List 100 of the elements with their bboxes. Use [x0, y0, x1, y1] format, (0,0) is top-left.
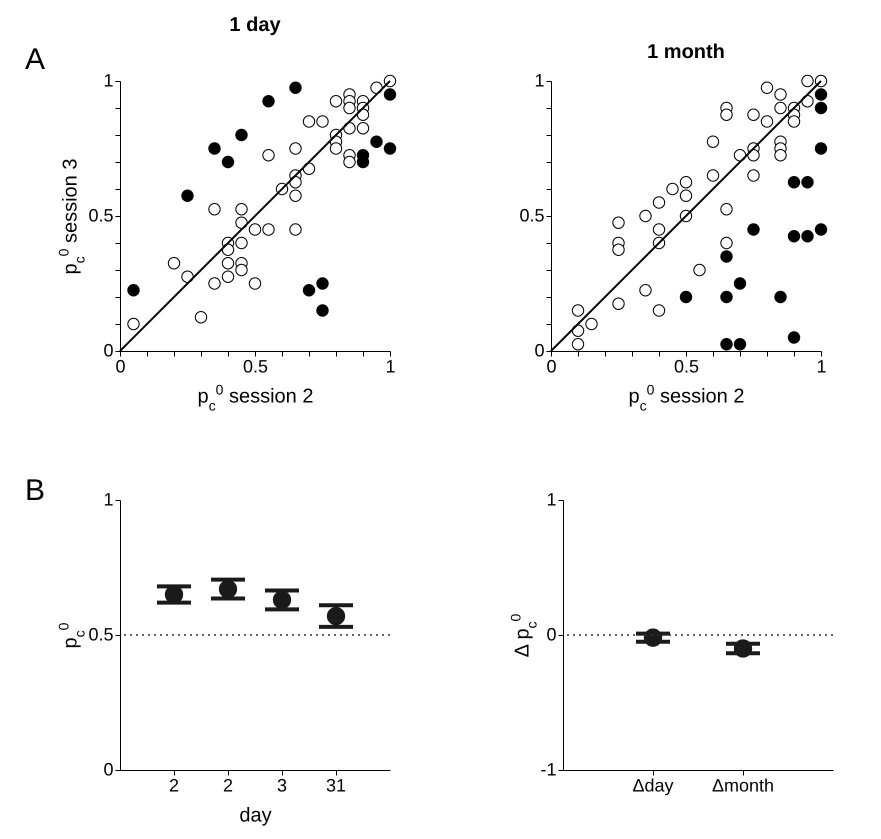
point — [316, 277, 329, 290]
point — [370, 136, 383, 148]
x-tick-label: 0.5 — [242, 356, 268, 376]
y-tick-label: 1 — [103, 490, 114, 510]
point — [572, 304, 584, 317]
y-tick-label: 0.5 — [88, 206, 114, 226]
point — [384, 142, 396, 155]
point — [693, 264, 706, 276]
x-tick-label: Δmonth — [712, 776, 774, 796]
point — [612, 216, 625, 229]
point — [788, 176, 800, 188]
point — [801, 176, 814, 188]
text: A — [25, 43, 46, 76]
point — [720, 108, 733, 121]
point — [208, 142, 221, 155]
point — [289, 223, 302, 236]
point — [734, 277, 746, 290]
point — [330, 95, 342, 108]
point — [356, 122, 370, 134]
y-tick-label: 0.5 — [519, 206, 544, 226]
point — [680, 190, 692, 202]
point — [788, 230, 800, 242]
y-tick-label: 0 — [534, 340, 544, 360]
point — [706, 136, 720, 148]
y-tick-label: 1 — [546, 490, 556, 510]
x-tick-label: 3 — [276, 776, 288, 796]
x-tick-label: 2 — [222, 776, 234, 796]
point — [222, 156, 234, 168]
point — [720, 338, 733, 350]
text: B — [25, 474, 46, 507]
point — [222, 257, 234, 270]
x-tick-label: 1 — [385, 356, 396, 376]
point — [235, 203, 248, 216]
point — [326, 606, 346, 626]
point — [774, 290, 787, 304]
point — [289, 190, 302, 202]
point — [343, 102, 356, 114]
point — [747, 169, 760, 182]
point — [774, 102, 787, 114]
y-tick-label: 1 — [103, 70, 114, 90]
point — [652, 304, 666, 317]
chart-title: 1 day — [229, 14, 282, 36]
x-tick-label: 1 — [816, 356, 827, 376]
point — [181, 190, 194, 202]
y-tick-label: 1 — [534, 70, 544, 90]
point — [801, 74, 814, 88]
point — [127, 284, 140, 296]
point — [289, 142, 302, 155]
point — [801, 230, 814, 242]
point — [235, 128, 248, 142]
point — [248, 277, 262, 290]
point — [302, 115, 316, 128]
point — [760, 115, 774, 128]
point — [262, 95, 275, 108]
point — [720, 236, 733, 250]
point — [760, 82, 774, 94]
point — [639, 284, 652, 296]
x-axis-title: p$_{c}$$^{0}$ session 2 — [628, 382, 744, 414]
point — [168, 257, 180, 270]
point — [218, 580, 238, 598]
point — [127, 318, 140, 330]
point — [706, 169, 720, 182]
point — [612, 244, 625, 256]
point — [680, 290, 692, 304]
point — [652, 223, 666, 236]
point — [814, 223, 828, 236]
point — [289, 82, 302, 94]
point — [316, 304, 329, 317]
point — [235, 264, 248, 276]
point — [774, 88, 787, 101]
point — [652, 196, 666, 209]
point — [302, 284, 316, 296]
point — [194, 311, 208, 324]
point — [666, 182, 679, 196]
point — [814, 102, 828, 114]
x-tick-label: 2 — [168, 776, 180, 796]
point — [384, 88, 396, 101]
point — [612, 298, 625, 310]
x-tick-label: 31 — [326, 776, 346, 796]
point — [316, 115, 329, 128]
point — [208, 203, 221, 216]
x-axis-title: day — [239, 804, 272, 826]
point — [222, 270, 234, 283]
point — [330, 142, 342, 155]
point — [720, 250, 733, 263]
point — [774, 149, 787, 162]
point — [208, 277, 221, 290]
point — [343, 156, 356, 168]
y-tick-label: 0.5 — [88, 624, 114, 644]
point — [235, 236, 248, 250]
y-tick-label: 0 — [103, 760, 114, 780]
point — [747, 108, 760, 121]
point — [788, 331, 800, 344]
point — [262, 149, 275, 162]
point — [585, 318, 598, 330]
point — [747, 223, 760, 236]
point — [720, 290, 733, 304]
point — [572, 338, 584, 350]
point — [262, 223, 275, 236]
point — [788, 115, 800, 128]
